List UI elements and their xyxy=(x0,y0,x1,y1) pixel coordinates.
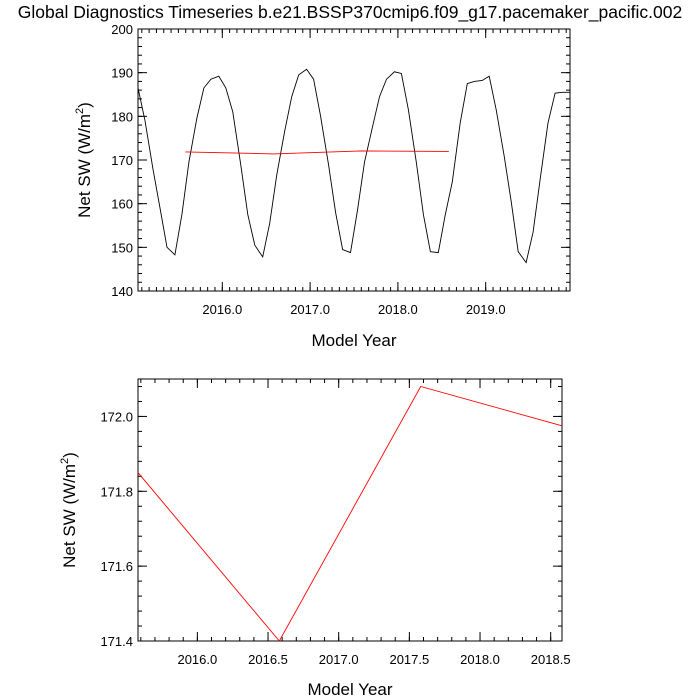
x-axis-title: Model Year xyxy=(307,680,392,699)
y-axis-title-superscript: 2 xyxy=(74,108,86,114)
y-tick-label: 140 xyxy=(111,284,133,299)
y-axis-title: Net SW (W/m2) xyxy=(74,102,94,218)
y-tick-label: 171.4 xyxy=(100,634,133,649)
x-tick-label: 2018.5 xyxy=(531,652,571,667)
top-panel: 2016.0 2017.0 2018.0 2019.0 140 150 160 170 180 1… xyxy=(74,22,571,350)
series-line-1 xyxy=(185,150,449,155)
x-tick-label: 2019.0 xyxy=(466,302,506,317)
bottom-panel: 2016.0 2016.5 2017.0 2017.5 2018.0 2018.5 171.… xyxy=(59,378,571,699)
y-tick-label: 170 xyxy=(111,153,133,168)
x-tick-label: 2016.0 xyxy=(202,302,242,317)
x-tick-label: 2017.5 xyxy=(389,652,429,667)
series-line-0 xyxy=(137,68,570,264)
y-tick-label: 150 xyxy=(111,240,133,255)
y-tick-label: 190 xyxy=(111,66,133,81)
x-axis-title: Model Year xyxy=(311,331,396,350)
y-axis-title-main: Net SW (W/m xyxy=(75,114,94,218)
y-axis-title-main: Net SW (W/m xyxy=(60,464,79,568)
y-axis-title-superscript: 2 xyxy=(59,458,71,464)
y-tick-label: 160 xyxy=(111,197,133,212)
plot-frame xyxy=(137,378,563,642)
x-tick-label: 2016.0 xyxy=(177,652,217,667)
x-tick-label: 2018.0 xyxy=(460,652,500,667)
page-title: Global Diagnostics Timeseries b.e21.BSSP… xyxy=(17,2,683,22)
x-tick-label: 2017.0 xyxy=(319,652,359,667)
y-tick-label: 180 xyxy=(111,109,133,124)
x-tick-label: 2017.0 xyxy=(290,302,330,317)
y-tick-label: 172.0 xyxy=(100,409,133,424)
y-tick-label: 200 xyxy=(111,22,133,37)
y-axis-title-close: ) xyxy=(75,102,94,108)
x-tick-label: 2018.0 xyxy=(378,302,418,317)
y-axis-title-close: ) xyxy=(60,452,79,458)
series-line-0 xyxy=(137,385,563,642)
y-tick-label: 171.8 xyxy=(100,484,133,499)
y-axis-title: Net SW (W/m2) xyxy=(59,452,79,568)
x-tick-label: 2016.5 xyxy=(248,652,288,667)
y-tick-label: 171.6 xyxy=(100,559,133,574)
